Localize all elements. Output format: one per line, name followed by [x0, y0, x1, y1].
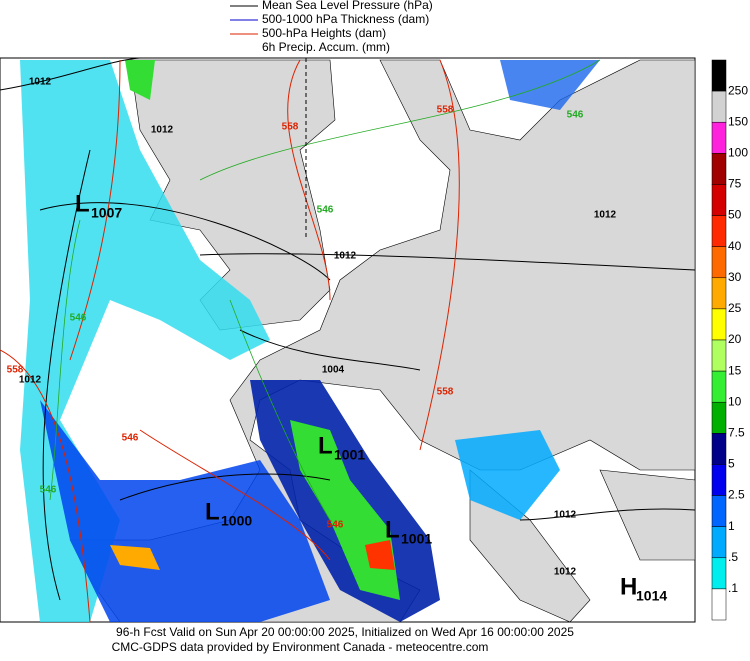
- colorbar-label: 20: [728, 332, 742, 346]
- precip-blue: [40, 400, 330, 622]
- colorbar-segment: [711, 401, 727, 434]
- precip-green-north: [125, 60, 155, 100]
- colorbar-label: .1: [728, 581, 738, 595]
- contour-label: 546: [70, 313, 87, 324]
- colorbar-segment: [711, 215, 727, 247]
- contour-label: 1012: [29, 77, 52, 88]
- pressure-center-value: 1014: [636, 588, 667, 604]
- footer-line: 96-h Fcst Valid on Sun Apr 20 00:00:00 2…: [116, 625, 574, 639]
- colorbar-segment: [711, 588, 727, 621]
- legend: Mean Sea Level Pressure (hPa)500-1000 hP…: [230, 0, 433, 54]
- contour-label: 546: [327, 520, 344, 531]
- contour-label: 1012: [19, 375, 42, 386]
- contour-label: 558: [282, 122, 299, 133]
- contour-label: 1012: [554, 567, 577, 578]
- precip-orange: [110, 545, 160, 570]
- pressure-center-letter: L: [205, 498, 220, 525]
- pressure-center-letter: L: [318, 432, 333, 459]
- colorbar-segment: [711, 90, 727, 123]
- contour-label: 546: [40, 485, 57, 496]
- colorbar-label: 2.5: [728, 488, 745, 502]
- contour-label: 546: [317, 205, 334, 216]
- pressure-center-value: 1001: [334, 447, 365, 463]
- colorbar-label: 7.5: [728, 426, 745, 440]
- colorbar-segment: [711, 433, 727, 465]
- precip-north: [500, 60, 600, 110]
- colorbar-segment: [711, 339, 727, 372]
- contour-label: 1012: [334, 251, 357, 262]
- colorbar-segment: [711, 184, 727, 216]
- colorbar-label: 5: [728, 457, 735, 471]
- colorbar-segment: [711, 277, 727, 310]
- colorbar-label: 250: [728, 83, 748, 97]
- contour-label: 558: [437, 105, 454, 116]
- contour-label: 546: [122, 433, 139, 444]
- pressure-center-value: 1007: [91, 205, 122, 221]
- contour-label: 1012: [151, 125, 174, 136]
- colorbar-label: 50: [728, 208, 742, 222]
- legend-entry: Mean Sea Level Pressure (hPa): [262, 0, 433, 12]
- legend-entry: 500-1000 hPa Thickness (dam): [262, 12, 429, 26]
- colorbar-segment: [711, 121, 727, 154]
- colorbar-segment: [711, 153, 727, 185]
- colorbar-segment: [711, 59, 727, 92]
- colorbar-segment: [711, 370, 727, 403]
- contour-label: 546: [567, 110, 584, 121]
- contour-label: 1012: [594, 210, 617, 221]
- thickness-contours: [49, 59, 601, 521]
- colorbar-label: .5: [728, 550, 738, 564]
- colorbar-label: 15: [728, 363, 742, 377]
- land-balkans: [599, 469, 696, 561]
- contour-label: 1004: [322, 365, 345, 376]
- contour-label: 558: [437, 387, 454, 398]
- colorbar-label: 75: [728, 177, 742, 191]
- colorbar-label: 30: [728, 270, 742, 284]
- colorbar-label: 1: [728, 519, 735, 533]
- colorbar-label: 150: [728, 114, 748, 128]
- legend-entry: 500-hPa Heights (dam): [262, 26, 386, 40]
- colorbar-segment: [711, 308, 727, 341]
- contour-label: 558: [7, 365, 24, 376]
- footer-line: CMC-GDPS data provided by Environment Ca…: [112, 640, 489, 654]
- pressure-contours: [0, 57, 696, 601]
- precip-red: [365, 540, 395, 570]
- colorbar-label: 25: [728, 301, 742, 315]
- pressure-center-letter: L: [385, 516, 400, 543]
- pressure-center-letter: H: [620, 573, 637, 600]
- pressure-center-value: 1000: [221, 513, 252, 529]
- pressure-center-value: 1001: [401, 531, 432, 547]
- colorbar-segment: [711, 526, 727, 559]
- colorbar-segment: [711, 495, 727, 527]
- colorbar-label: 100: [728, 146, 748, 160]
- legend-entry: 6h Precip. Accum. (mm): [262, 40, 390, 54]
- colorbar-segment: [711, 557, 727, 590]
- colorbar: 250 150 100 75 50 40 30 25 20 15 10 7.5 5 2.5 1 .5 .1: [711, 59, 748, 621]
- contour-label: 1012: [554, 510, 577, 521]
- pressure-center-letter: L: [75, 190, 90, 217]
- colorbar-segment: [711, 246, 727, 279]
- colorbar-label: 10: [728, 394, 742, 408]
- precip-adriatic: [455, 430, 560, 520]
- height-contours: [0, 59, 460, 623]
- colorbar-segment: [711, 464, 727, 496]
- colorbar-label: 40: [728, 239, 742, 253]
